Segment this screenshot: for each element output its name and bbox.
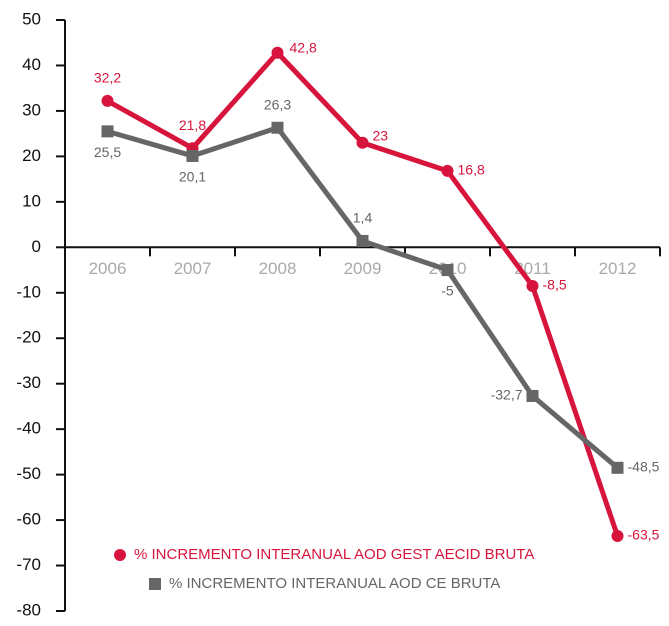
value-label: -48,5 — [628, 458, 660, 474]
marker — [611, 529, 624, 542]
x-tick-label: 2009 — [344, 259, 382, 278]
x-tick-label: 2007 — [174, 259, 212, 278]
value-label: 25,5 — [94, 144, 121, 160]
y-tick-label: -50 — [16, 464, 41, 483]
y-tick-label: -40 — [16, 419, 41, 438]
y-tick-label: -60 — [16, 510, 41, 529]
value-label: 16,8 — [458, 162, 485, 178]
x-tick-label: 2008 — [259, 259, 297, 278]
y-tick-label: -30 — [16, 373, 41, 392]
value-label: -8,5 — [543, 277, 567, 293]
y-tick-label: 20 — [22, 146, 41, 165]
marker — [271, 46, 284, 59]
value-label: 20,1 — [179, 169, 206, 185]
y-tick-label: 50 — [22, 9, 41, 28]
value-label: 21,8 — [179, 117, 206, 133]
value-label: 42,8 — [290, 39, 317, 55]
marker — [611, 461, 624, 474]
legend-marker — [114, 549, 126, 561]
y-tick-label: 10 — [22, 191, 41, 210]
value-label: 32,2 — [94, 70, 121, 86]
y-tick-label: -70 — [16, 555, 41, 574]
legend-label: % INCREMENTO INTERANUAL AOD GEST AECID B… — [134, 546, 534, 563]
marker — [356, 234, 369, 247]
legend-label: % INCREMENTO INTERANUAL AOD CE BRUTA — [169, 575, 500, 592]
y-tick-label: -10 — [16, 282, 41, 301]
value-label: -32,7 — [491, 387, 523, 403]
y-tick-label: 30 — [22, 100, 41, 119]
marker — [441, 164, 454, 177]
y-tick-label: 40 — [22, 55, 41, 74]
marker — [356, 136, 369, 149]
x-tick-label: 2012 — [599, 259, 637, 278]
marker — [101, 94, 114, 107]
value-label: 23 — [373, 127, 389, 143]
value-label: -63,5 — [628, 527, 660, 543]
value-label: -5 — [441, 283, 454, 299]
y-tick-label: -80 — [16, 600, 41, 619]
legend-marker — [149, 578, 161, 590]
marker — [271, 121, 284, 134]
value-label: 26,3 — [264, 96, 291, 112]
x-tick-label: 2006 — [89, 259, 127, 278]
marker — [526, 389, 539, 402]
value-label: 1,4 — [353, 210, 373, 226]
marker — [441, 264, 454, 277]
y-tick-label: -20 — [16, 328, 41, 347]
marker — [526, 279, 539, 292]
marker — [101, 125, 114, 138]
y-tick-label: 0 — [32, 237, 41, 256]
marker — [186, 149, 199, 162]
